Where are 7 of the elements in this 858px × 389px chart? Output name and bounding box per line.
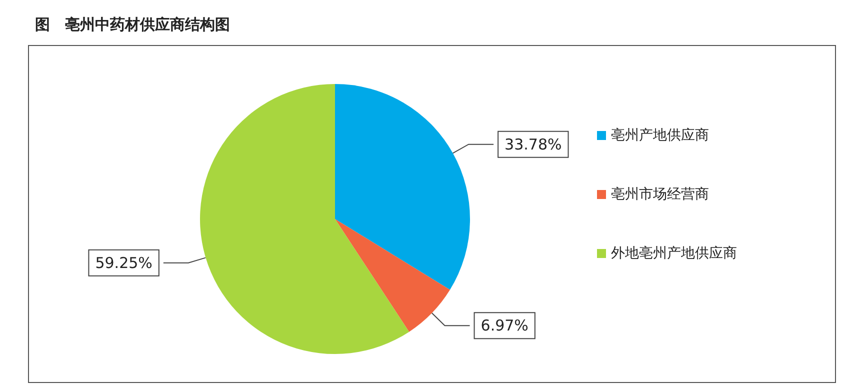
- chart-title: 图 亳州中药材供应商结构图: [35, 16, 230, 34]
- data-label: 6.97%: [480, 316, 528, 335]
- data-label: 33.78%: [504, 135, 562, 154]
- legend-label: 外地亳州产地供应商: [611, 246, 737, 262]
- legend-label: 亳州市场经营商: [611, 186, 709, 202]
- legend-label: 亳州产地供应商: [611, 128, 709, 144]
- data-label: 59.25%: [95, 254, 152, 272]
